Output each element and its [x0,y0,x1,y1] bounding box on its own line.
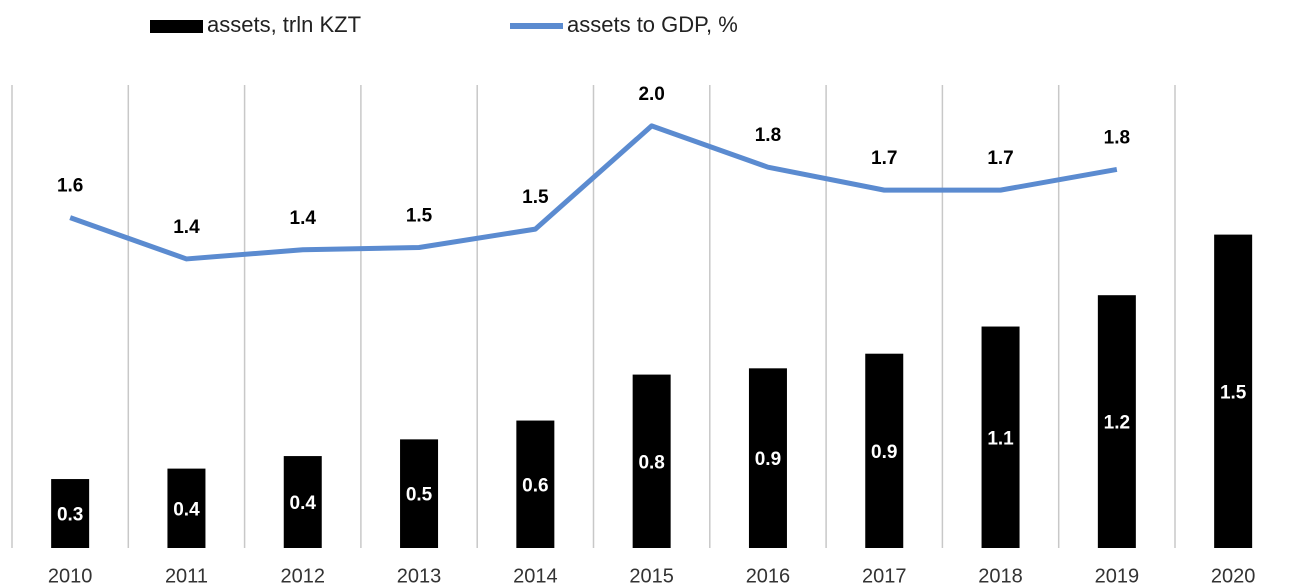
legend-swatch [150,20,203,33]
bar-value-label: 0.9 [755,449,781,470]
bar [283,456,322,548]
line-value-label: 1.5 [406,205,433,226]
bar [400,439,439,548]
bar-value-label: 0.5 [406,485,433,506]
bar [1214,234,1253,548]
bar-value-label: 0.8 [638,452,664,473]
bar-value-label: 1.2 [1104,413,1130,434]
bar-value-label: 0.4 [290,493,317,514]
x-tick-label: 2015 [629,565,674,587]
x-tick-label: 2019 [1095,565,1140,587]
bar [1097,295,1136,548]
x-tick-label: 2016 [746,565,791,587]
x-tick-label: 2010 [48,565,93,587]
legend-label: assets, trln KZT [207,12,361,37]
bar [981,326,1020,548]
line-value-label: 1.4 [290,208,317,229]
bar-value-label: 0.6 [522,475,548,496]
bar-value-label: 1.5 [1220,382,1247,403]
x-tick-label: 2018 [978,565,1023,587]
bar [865,353,904,548]
bar-value-label: 0.3 [57,505,83,526]
x-tick-label: 2011 [165,565,208,587]
line-value-label: 1.8 [755,125,781,146]
line-value-label: 1.5 [522,187,549,208]
line-value-label: 2.0 [638,84,664,105]
line [69,123,1118,262]
line-value-label: 1.4 [173,217,200,238]
x-tick-label: 2017 [862,565,907,587]
line-value-label: 1.8 [1104,127,1130,148]
bar-value-label: 0.4 [173,499,200,520]
bar [167,468,206,548]
x-tick-label: 2014 [513,565,558,587]
bar [516,420,555,548]
x-tick-label: 2012 [281,565,326,587]
bar-value-label: 0.9 [871,442,897,463]
line-value-label: 1.7 [987,148,1013,169]
line-value-label: 1.7 [871,148,897,169]
x-tick-label: 2020 [1211,565,1256,587]
bar [51,479,90,548]
bar-value-label: 1.1 [987,428,1014,449]
x-tick-label: 2013 [397,565,442,587]
bar [632,374,671,548]
bar [748,368,787,548]
line-value-label: 1.6 [57,176,83,197]
legend-label: assets to GDP, % [567,12,738,37]
